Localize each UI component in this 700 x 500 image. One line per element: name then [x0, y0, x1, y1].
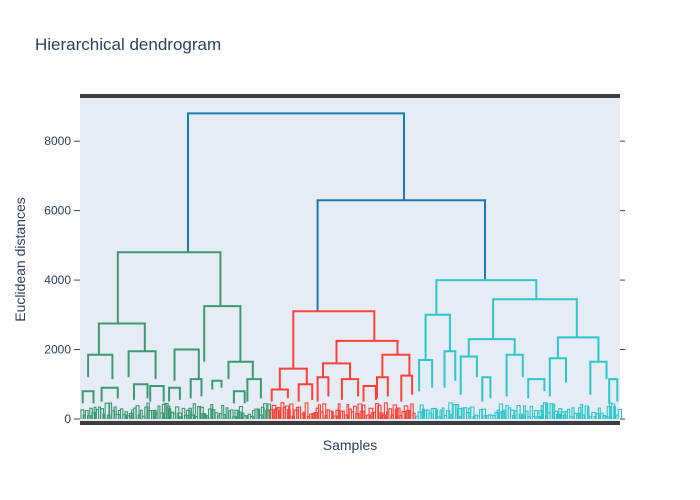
dendrogram-link	[435, 279, 538, 315]
dendrogram-link	[297, 383, 314, 402]
dendrogram-link	[97, 322, 146, 355]
y-tick-label: 6000	[44, 204, 71, 218]
x-axis-label: Samples	[323, 437, 377, 453]
dendrogram-link	[335, 339, 399, 364]
dendrogram-link	[168, 386, 181, 402]
dendrogram-link	[270, 388, 289, 402]
leaf-brush	[80, 402, 272, 419]
dendrogram-link	[149, 385, 165, 402]
dendrogram-link	[340, 378, 360, 400]
dendrogram-link	[362, 385, 377, 402]
dendrogram-link	[87, 353, 114, 380]
y-tick-label: 4000	[44, 273, 71, 287]
dendrogram-link	[81, 390, 95, 404]
dendrogram-link	[322, 362, 351, 380]
dendrogram-link	[492, 298, 578, 340]
dendrogram-link	[443, 350, 457, 388]
y-axis-ticks: 0 2000 4000 6000 8000	[44, 134, 625, 426]
dendrogram-link	[527, 378, 546, 399]
dendrogram-link	[505, 353, 524, 397]
dendrogram-link	[127, 350, 157, 380]
dendrogram-link	[232, 390, 246, 404]
y-axis-label: Euclidean distances	[12, 197, 28, 322]
plot-frame	[80, 94, 620, 425]
dendrogram-link	[100, 386, 119, 402]
dendrogram-link	[589, 360, 608, 395]
dendrogram-link	[292, 310, 376, 369]
dendrogram-link	[189, 378, 203, 399]
leaf-brush	[269, 402, 416, 419]
dendrogram-link	[381, 353, 411, 378]
dendrogram-link	[316, 376, 330, 402]
dendrogram-link	[459, 355, 478, 395]
y-tick-label: 8000	[44, 134, 71, 148]
dendrogram-link	[246, 378, 262, 402]
chart-title: Hierarchical dendrogram	[35, 35, 221, 54]
dendrogram-link	[278, 367, 308, 390]
dendrogram-link	[608, 378, 619, 404]
dendrogram-link	[424, 313, 451, 360]
dendrogram-link	[316, 199, 486, 312]
dendrogram-link	[548, 357, 567, 397]
dendrogram-link	[116, 251, 222, 324]
dendrogram-link	[203, 305, 242, 362]
dendrogram-link	[467, 338, 516, 357]
dendrogram-link	[556, 336, 600, 362]
dendrogram-link	[400, 374, 414, 402]
dendrogram-link	[418, 359, 434, 392]
dendrogram-links	[81, 112, 619, 404]
dendrogram-link	[211, 379, 223, 390]
dendrogram-link	[133, 383, 149, 400]
dendrogram-link	[227, 360, 254, 380]
dendrogram-link	[187, 112, 405, 253]
y-tick-label: 0	[64, 412, 71, 426]
dendrogram-link	[376, 376, 389, 399]
leaf-brush-layer	[80, 402, 623, 419]
dendrogram-link	[173, 348, 200, 381]
dendrogram-link	[481, 376, 492, 402]
leaf-brush	[415, 402, 623, 419]
y-tick-label: 2000	[44, 343, 71, 357]
